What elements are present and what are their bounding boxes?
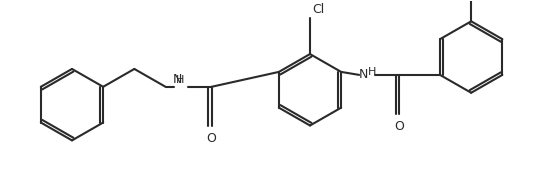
Text: N: N: [173, 73, 182, 86]
Text: O: O: [394, 120, 404, 133]
Text: H: H: [368, 67, 376, 77]
Text: Cl: Cl: [312, 3, 324, 16]
Text: H: H: [176, 75, 184, 85]
Text: O: O: [206, 132, 216, 145]
Text: N: N: [359, 68, 369, 81]
